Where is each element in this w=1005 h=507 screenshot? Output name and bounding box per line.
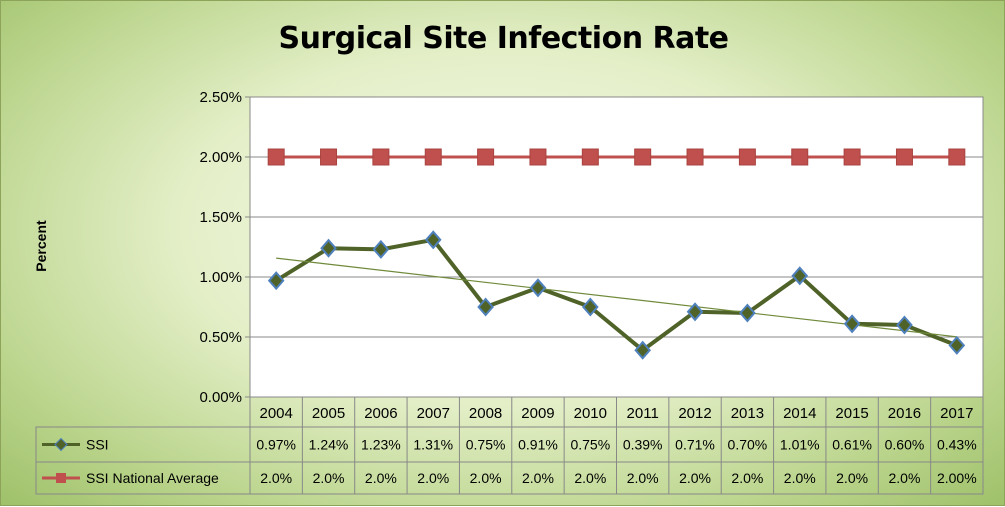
data-table-cell: 0.75% (466, 437, 506, 453)
data-table-cell: 2.0% (889, 470, 921, 486)
x-tick-label: 2015 (835, 405, 868, 422)
x-tick-label: 2009 (521, 405, 554, 422)
y-tick-label: 2.00% (199, 149, 242, 166)
data-table-cell: 2.0% (731, 470, 763, 486)
legend-key-marker (54, 437, 68, 452)
data-point-ssi (267, 271, 285, 291)
data-table-cell: 1.01% (780, 437, 820, 453)
data-point-ssi (372, 239, 390, 259)
data-point-ssi (739, 303, 756, 323)
data-table-cell: 2.0% (836, 470, 868, 486)
data-point-ssi (791, 266, 809, 286)
data-point-national-average (477, 148, 495, 166)
legend-key-marker (56, 473, 66, 483)
x-tick-label: 2008 (469, 405, 502, 422)
data-point-national-average (791, 148, 809, 166)
x-tick-label: 2006 (364, 405, 397, 422)
data-table-cell: 2.0% (365, 470, 397, 486)
data-table-cell: 2.0% (417, 470, 449, 486)
data-point-national-average (372, 148, 390, 166)
data-table-cell: 2.00% (937, 470, 977, 486)
data-point-national-average (895, 148, 913, 166)
data-point-national-average (738, 148, 756, 166)
y-tick-label: 0.50% (199, 329, 242, 346)
x-tick-label: 2012 (678, 405, 711, 422)
data-point-ssi (948, 335, 966, 355)
data-point-ssi (581, 297, 599, 317)
data-table-cell: 0.39% (623, 437, 663, 453)
data-point-national-average (686, 148, 704, 166)
data-table-cell: 2.0% (313, 470, 345, 486)
data-point-ssi (686, 302, 704, 322)
data-point-national-average (843, 148, 861, 166)
data-point-national-average (634, 148, 652, 166)
data-point-national-average (424, 148, 442, 166)
data-point-ssi (529, 278, 547, 298)
data-table-cell: 2.0% (260, 470, 292, 486)
data-table-cell: 0.91% (518, 437, 558, 453)
x-tick-label: 2013 (731, 405, 764, 422)
plot-area (249, 96, 984, 398)
data-point-ssi (843, 314, 861, 334)
data-point-national-average (581, 148, 599, 166)
data-table-cell: 2.0% (522, 470, 554, 486)
data-table-cell: 0.60% (885, 437, 925, 453)
data-table-cell: 0.43% (937, 437, 977, 453)
y-tick-label: 1.50% (199, 209, 242, 226)
x-tick-label: 2011 (627, 405, 659, 422)
data-point-national-average (948, 148, 966, 166)
x-tick-label: 2004 (259, 405, 292, 422)
data-table-cell: 0.71% (675, 437, 715, 453)
chart-title: Surgical Site Infection Rate (278, 21, 729, 56)
trendline-ssi (276, 257, 957, 338)
x-tick-label: 2016 (888, 405, 921, 422)
data-point-ssi (477, 297, 494, 317)
data-point-ssi (424, 230, 442, 250)
y-tick-label: 0.00% (199, 389, 242, 406)
data-table-cell: 2.0% (679, 470, 711, 486)
data-table-cell: 1.31% (413, 437, 453, 453)
x-tick-label: 2007 (417, 405, 450, 422)
data-table-cell: 0.97% (256, 437, 296, 453)
data-point-ssi (320, 238, 337, 258)
x-tick-label: 2010 (574, 405, 607, 422)
data-table-cell: 0.70% (728, 437, 768, 453)
data-point-national-average (320, 148, 338, 166)
x-tick-label: 2014 (783, 405, 816, 422)
x-tick-label: 2017 (940, 405, 973, 422)
data-table-cell: 2.0% (627, 470, 659, 486)
x-tick-label: 2005 (312, 405, 345, 422)
data-point-ssi (896, 315, 913, 335)
data-table-cell: 0.61% (832, 437, 872, 453)
series-line-ssi (275, 237, 958, 353)
data-point-ssi (634, 340, 652, 360)
data-table-cell: 2.0% (784, 470, 816, 486)
data-point-national-average (267, 148, 285, 166)
data-table-cell: 2.0% (574, 470, 606, 486)
data-table-cell: 1.24% (309, 437, 349, 453)
data-table-cell: 2.0% (470, 470, 502, 486)
y-tick-label: 1.00% (199, 269, 242, 286)
legend-entry: SSI National Average (86, 470, 219, 486)
data-point-national-average (529, 148, 547, 166)
legend-entry: SSI (86, 437, 109, 453)
data-table-cell: 0.75% (570, 437, 610, 453)
y-tick-label: 2.50% (199, 89, 242, 106)
data-table-cell: 1.23% (361, 437, 401, 453)
